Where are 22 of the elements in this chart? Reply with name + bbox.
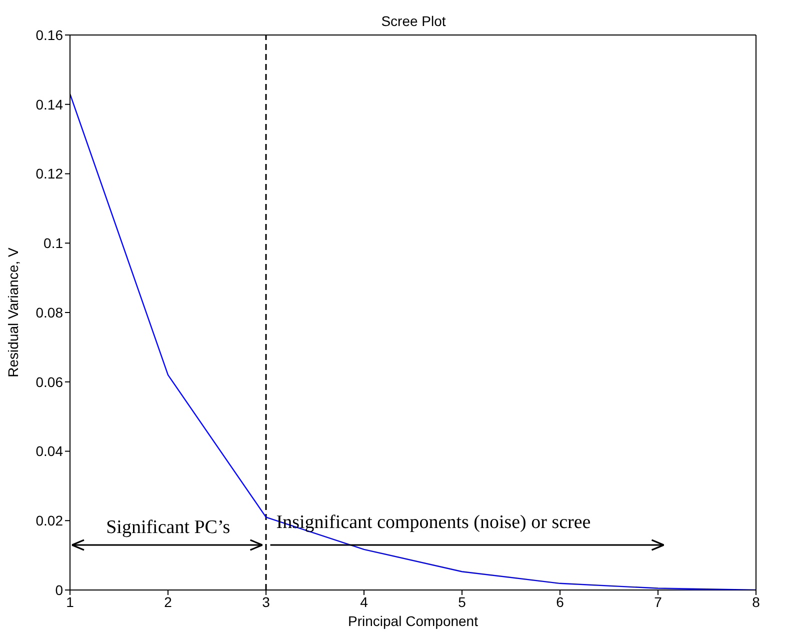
annotation: Insignificant components (noise) or scree [276,512,591,533]
x-tick-label: 3 [262,594,270,610]
annotation: Significant PC’s [106,517,230,538]
y-tick-label: 0.08 [36,304,64,320]
y-tick-label: 0 [55,582,64,598]
y-tick-label: 0.06 [36,374,64,390]
x-axis-title: Principal Component [348,613,478,629]
y-tick-label: 0.04 [36,443,64,460]
x-tick-label: 6 [556,594,564,610]
x-tick-label: 4 [360,594,368,610]
y-tick-label: 0.02 [36,512,64,529]
y-tick-label: 0.12 [36,166,64,182]
chart-title: Scree Plot [381,13,446,29]
x-tick-label: 2 [164,594,172,610]
y-tick-label: 0.1 [44,235,64,252]
x-tick-label: 1 [66,594,74,610]
x-tick-label: 7 [654,594,662,610]
y-tick-label: 0.16 [36,26,64,43]
x-tick-label: 5 [458,594,466,610]
y-axis-title: Residual Variance, V [4,246,21,378]
x-tick-label: 8 [752,594,760,610]
y-tick-label: 0.14 [36,96,64,112]
